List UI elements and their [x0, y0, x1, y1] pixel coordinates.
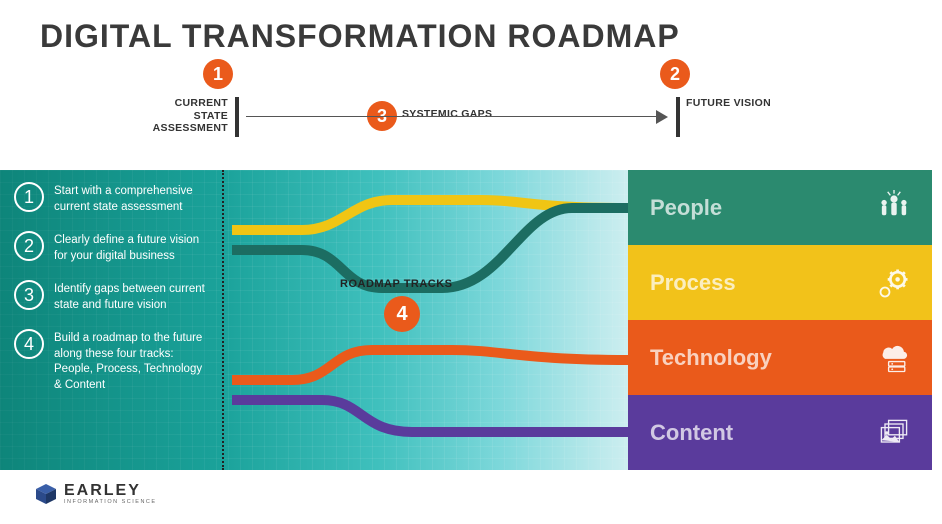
panel-process: Process: [628, 245, 932, 320]
footer-sub: INFORMATION SCIENCE: [64, 500, 157, 506]
panel-label: Content: [650, 420, 733, 446]
step-num: 4: [14, 329, 44, 359]
page-title: DIGITAL TRANSFORMATION ROADMAP: [0, 0, 942, 55]
footer-brand: EARLEY: [64, 483, 157, 499]
step-item: 2 Clearly define a future vision for you…: [14, 231, 210, 264]
arrow-head-icon: [656, 110, 668, 124]
cloud-server-icon: [874, 338, 914, 378]
track-process: [232, 208, 628, 288]
header-label-systemic-gaps: SYSTEMIC GAPS: [402, 108, 492, 121]
step-item: 4 Build a roadmap to the future along th…: [14, 329, 210, 393]
panel-label: People: [650, 195, 722, 221]
panel-people: People: [628, 170, 932, 245]
vbar-left: [235, 97, 239, 137]
main-area: 1 Start with a comprehensive current sta…: [0, 170, 942, 470]
step-item: 1 Start with a comprehensive current sta…: [14, 182, 210, 215]
footer-logo: EARLEY INFORMATION SCIENCE: [34, 482, 157, 506]
header-label-current-state: CURRENT STATE ASSESSMENT: [148, 97, 228, 135]
step-text: Build a roadmap to the future along thes…: [54, 329, 210, 393]
cube-icon: [34, 482, 58, 506]
images-icon: [874, 413, 914, 453]
panel-label: Process: [650, 270, 736, 296]
step-num: 1: [14, 182, 44, 212]
panel-content: Content: [628, 395, 932, 470]
gear-icon: [874, 263, 914, 303]
step-item: 3 Identify gaps between current state an…: [14, 280, 210, 313]
header-badge-1: 1: [203, 59, 233, 89]
roadmap-tracks-svg: [222, 170, 628, 470]
roadmap-tracks-label: ROADMAP TRACKS: [340, 278, 453, 290]
step-text: Clearly define a future vision for your …: [54, 231, 210, 264]
step-text: Start with a comprehensive current state…: [54, 182, 210, 215]
step-num: 2: [14, 231, 44, 261]
step-text: Identify gaps between current state and …: [54, 280, 210, 313]
arrow-line: [246, 116, 660, 117]
panel-technology: Technology: [628, 320, 932, 395]
step-num: 3: [14, 280, 44, 310]
header-label-future-vision: FUTURE VISION: [686, 97, 771, 110]
header-badge-2: 2: [660, 59, 690, 89]
step-list: 1 Start with a comprehensive current sta…: [0, 170, 220, 409]
result-panels: People Process Technology Content: [628, 170, 932, 470]
people-icon: [874, 188, 914, 228]
panel-label: Technology: [650, 345, 772, 371]
roadmap-badge-4: 4: [384, 296, 420, 332]
track-technology: [232, 350, 628, 380]
track-content: [232, 400, 628, 432]
header-row: 1 2 3 CURRENT STATE ASSESSMENT FUTURE VI…: [0, 59, 942, 159]
vbar-right: [676, 97, 680, 137]
